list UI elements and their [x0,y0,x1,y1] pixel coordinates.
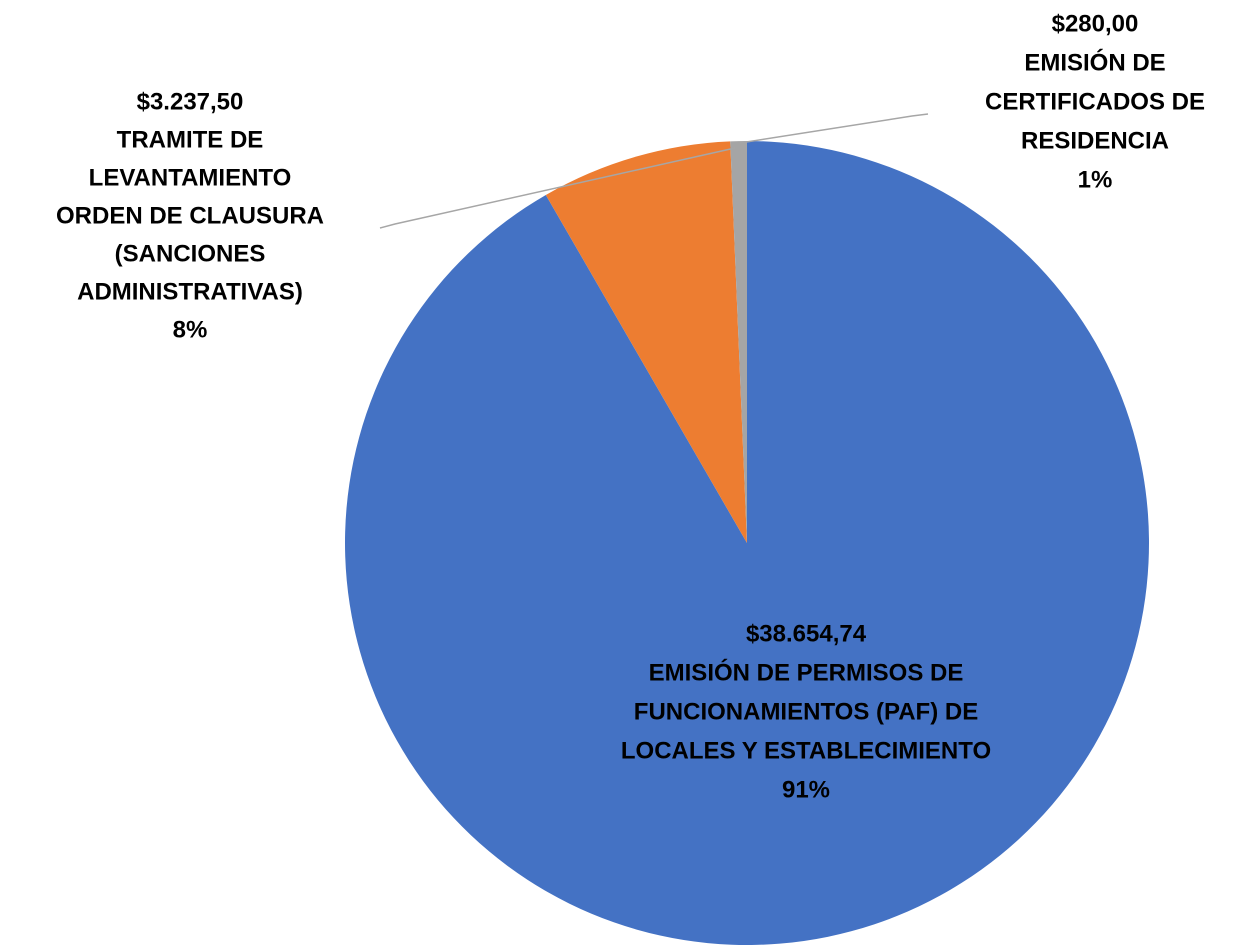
pie-slice [545,141,747,544]
percent-label: 1% [1078,166,1113,193]
category-label: TRAMITE DE [117,126,264,153]
category-label: FUNCIONAMIENTOS (PAF) DE [634,698,978,725]
category-label: CERTIFICADOS DE [985,88,1205,115]
leader-line [379,147,736,229]
value-label: $3.237,50 [137,88,244,115]
value-label: $280,00 [1052,10,1139,37]
category-label: EMISIÓN DE [1024,48,1165,76]
pie-slice [730,141,747,543]
category-label: EMISIÓN DE PERMISOS DE [649,658,964,686]
percent-label: 8% [173,316,208,343]
category-label: LOCALES Y ESTABLECIMIENTO [621,737,991,764]
category-label: ORDEN DE CLAUSURA [56,202,324,229]
category-label: LEVANTAMIENTO [89,164,292,191]
percent-label: 91% [782,776,830,803]
category-label: RESIDENCIA [1021,127,1169,154]
category-label: (SANCIONES [115,240,266,267]
leader-line [739,113,929,144]
category-label: ADMINISTRATIVAS) [77,278,303,305]
value-label: $38.654,74 [746,620,867,647]
